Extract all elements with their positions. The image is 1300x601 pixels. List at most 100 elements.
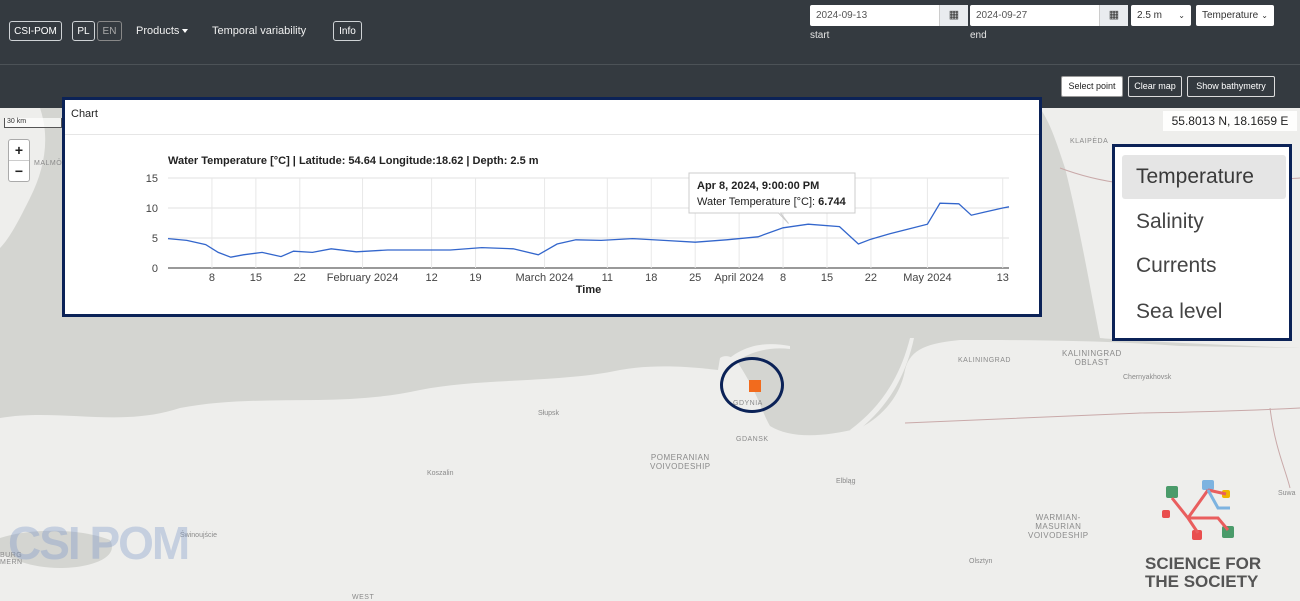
tooltip-box [688, 172, 856, 224]
variable-currents[interactable]: Currents [1136, 254, 1217, 277]
temporal-variability-link[interactable]: Temporal variability [212, 25, 307, 37]
csi-pom-watermark: CSI POM [8, 517, 190, 569]
tooltip-value: 6.744 [818, 196, 846, 208]
map-label-pomeranian-1: POMERANIAN [650, 453, 710, 462]
tooltip-label: Water Temperature [°C]: [697, 196, 818, 208]
zoom-control: + − [8, 139, 30, 182]
calendar-icon[interactable]: ▦ [1099, 5, 1128, 26]
map-label-elblag: Elbląg [836, 478, 856, 485]
map-label-west: WEST [352, 594, 375, 601]
variable-salinity[interactable]: Salinity [1136, 210, 1204, 233]
map-label-warmian-3: VOIVODESHIP [1028, 531, 1089, 540]
map-label-pomeranian: POMERANIAN VOIVODESHIP [650, 453, 711, 471]
brand-button[interactable]: CSI-POM [9, 21, 62, 41]
map-label-suwalki: Suwa [1278, 490, 1296, 497]
x-tick-label: 8 [209, 272, 215, 284]
map-label-koszalin: Koszalin [427, 470, 454, 477]
chart-panel: Chart Water Temperature [°C] | Latitude:… [62, 97, 1042, 317]
end-label: end [970, 30, 987, 41]
show-bathymetry-button[interactable]: Show bathymetry [1187, 76, 1275, 97]
map-label-swinoujscie: Świnoujście [180, 532, 217, 539]
products-label: Products [136, 25, 180, 37]
x-tick-label: May 2024 [903, 272, 951, 284]
variable-sea-level[interactable]: Sea level [1136, 300, 1223, 323]
highlight-ring [720, 357, 784, 413]
chart-title: Water Temperature [°C] | Latitude: 54.64… [168, 155, 539, 167]
y-tick-label: 10 [146, 203, 158, 215]
calendar-icon[interactable]: ▦ [939, 5, 968, 26]
select-point-button[interactable]: Select point [1061, 76, 1123, 97]
lang-en-button[interactable]: EN [97, 21, 122, 41]
start-date-value: 2024-09-13 [816, 10, 868, 21]
x-tick-label: 12 [425, 272, 437, 284]
start-label: start [810, 30, 830, 41]
series-line [167, 202, 1010, 258]
map-label-kaliningrad-oblast-2: OBLAST [1074, 358, 1110, 367]
variable-value: Temperature [1202, 10, 1259, 21]
depth-value: 2.5 m [1137, 10, 1163, 21]
x-tick-label: February 2024 [327, 272, 399, 284]
info-button[interactable]: Info [333, 21, 362, 41]
depth-select[interactable]: 2.5 m ⌄ [1131, 5, 1191, 26]
x-axis-label: Time [576, 284, 601, 296]
zoom-out-button[interactable]: − [14, 163, 24, 179]
caret-down-icon [182, 29, 189, 34]
map-label-pomeranian-2: VOIVODESHIP [650, 462, 711, 471]
chevron-down-icon: ⌄ [1261, 11, 1268, 20]
start-date-input[interactable]: 2024-09-13 ▦ [810, 5, 968, 26]
science-logo-icon [1162, 480, 1234, 540]
map-label-burg-2: MERN [0, 559, 23, 566]
science-line-1: SCIENCE FOR [1145, 554, 1262, 573]
map-label-slupsk: Słupsk [538, 410, 560, 417]
map-label-warmian-1: WARMIAN- [1035, 513, 1081, 522]
map-scale: 30 km [4, 118, 62, 128]
chart-panel-header: Chart [71, 108, 98, 120]
variable-select[interactable]: Temperature ⌄ [1196, 5, 1274, 26]
map-label-warmian-2: MASURIAN [1035, 522, 1082, 531]
map-label-kaliningrad: KALININGRAD [958, 357, 1011, 364]
map-label-burg-1: BURG [0, 552, 23, 559]
map-label-chernyakhovsk: Chernyakhovsk [1123, 374, 1172, 381]
variable-temperature[interactable]: Temperature [1122, 155, 1286, 199]
chart-tooltip: Apr 8, 2024, 9:00:00 PM Water Temperatur… [688, 172, 856, 224]
end-date-value: 2024-09-27 [976, 10, 1028, 21]
x-tick-label: March 2024 [516, 272, 574, 284]
map-label-malmo: MALMÖ [34, 160, 63, 167]
chart-panel-divider [65, 134, 1039, 135]
y-tick-label: 0 [152, 263, 158, 275]
chevron-down-icon: ⌄ [1178, 11, 1185, 20]
x-tick-label: 18 [645, 272, 657, 284]
map-label-kaliningrad-oblast-1: KALININGRAD [1062, 349, 1122, 358]
science-line-2: THE SOCIETY [1145, 572, 1259, 591]
lang-pl-button[interactable]: PL [72, 21, 95, 41]
x-tick-label: April 2024 [714, 272, 764, 284]
x-tick-label: 15 [821, 272, 833, 284]
map-label-olsztyn: Olsztyn [969, 558, 993, 565]
map-label-burg: BURG MERN [0, 552, 23, 566]
tooltip-value-line: Water Temperature [°C]: 6.744 [697, 196, 847, 208]
x-tick-label: 19 [469, 272, 481, 284]
x-tick-label: 22 [865, 272, 877, 284]
zoom-in-button[interactable]: + [9, 140, 29, 161]
y-tick-label: 5 [152, 233, 158, 245]
x-tick-label: 15 [250, 272, 262, 284]
variable-panel: Temperature Salinity Currents Sea level [1112, 144, 1292, 341]
temperature-chart[interactable]: Water Temperature [°C] | Latitude: 54.64… [65, 100, 1039, 314]
x-tick-label: 11 [602, 272, 613, 284]
top-navbar: CSI-POM PL EN Products Temporal variabil… [0, 0, 1300, 65]
end-date-input[interactable]: 2024-09-27 ▦ [970, 5, 1128, 26]
map-label-warmian: WARMIAN- MASURIAN VOIVODESHIP [1028, 513, 1089, 540]
cursor-coordinates: 55.8013 N, 18.1659 E [1163, 111, 1297, 131]
selected-point-marker[interactable] [749, 380, 761, 392]
x-tick-label: 25 [689, 272, 701, 284]
products-dropdown[interactable]: Products [136, 21, 189, 41]
map-label-gdansk: GDANSK [736, 436, 769, 443]
y-tick-label: 15 [146, 173, 158, 185]
x-tick-label: 22 [294, 272, 306, 284]
map-label-klaipeda: KLAIPĖDA [1070, 138, 1109, 145]
map-label-kaliningrad-oblast: KALININGRAD OBLAST [1062, 349, 1122, 367]
tooltip-date: Apr 8, 2024, 9:00:00 PM [697, 180, 819, 192]
clear-map-button[interactable]: Clear map [1128, 76, 1182, 97]
science-for-society-text: SCIENCE FOR THE SOCIETY [1145, 555, 1261, 591]
x-tick-label: 13 [997, 272, 1009, 284]
